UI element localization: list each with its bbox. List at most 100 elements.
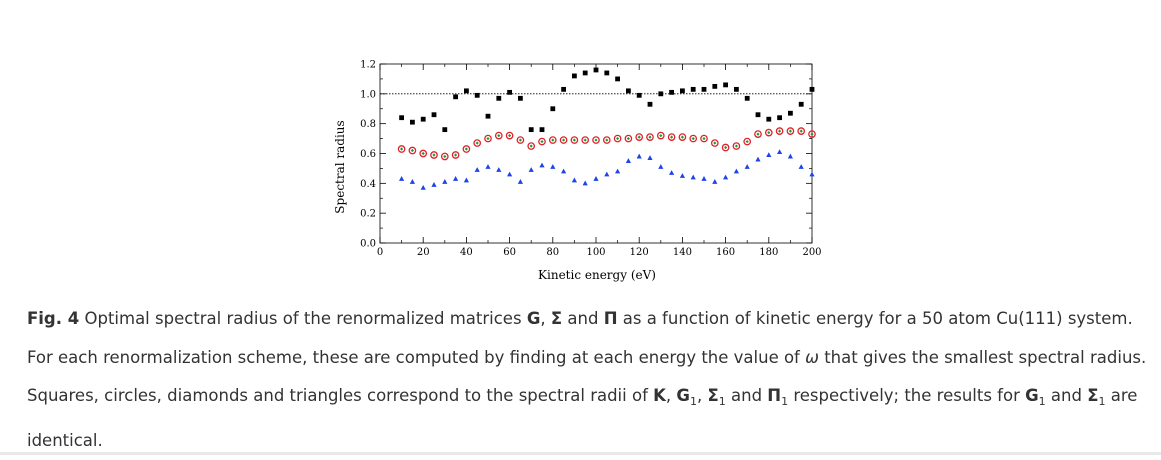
circle-marker — [494, 131, 503, 140]
triangle-marker — [399, 176, 405, 181]
triangle-marker — [539, 162, 545, 168]
caption-symbol-pi1: Π — [767, 386, 782, 405]
square-marker — [528, 127, 534, 133]
caption-text: and — [1045, 386, 1088, 405]
circle-marker — [419, 149, 428, 158]
triangle-marker — [658, 164, 664, 169]
triangle-marker — [507, 171, 513, 177]
x-tick-label: 80 — [546, 247, 559, 258]
x-tick-label: 60 — [503, 247, 516, 258]
y-tick-label: 0.6 — [360, 149, 376, 160]
diamond-marker — [583, 138, 587, 142]
circle-marker — [440, 152, 449, 161]
square-marker — [474, 92, 480, 98]
square-marker — [496, 95, 502, 101]
circle-marker — [656, 131, 665, 140]
circle-marker — [689, 134, 698, 143]
square-marker — [485, 113, 491, 119]
diamond-marker — [659, 134, 663, 138]
x-tick-label: 140 — [673, 247, 692, 258]
circle-marker — [786, 127, 795, 135]
x-tick-label: 120 — [630, 247, 649, 258]
triangle-marker — [755, 156, 761, 162]
circle-marker — [635, 133, 644, 141]
circle-marker — [592, 136, 600, 144]
square-marker — [690, 86, 696, 92]
circle-marker — [505, 131, 514, 140]
caption-subscript: 1 — [1098, 395, 1106, 408]
square-marker — [647, 101, 653, 107]
triangle-marker — [593, 176, 599, 181]
square-marker — [636, 92, 642, 98]
caption-symbol-sigma: Σ — [550, 309, 563, 328]
diamond-marker — [443, 154, 447, 159]
diamond-marker — [648, 135, 652, 139]
diamond-marker — [778, 129, 782, 133]
caption-symbol-pi: Π — [603, 309, 618, 328]
square-marker — [550, 106, 556, 112]
circle-marker — [602, 136, 611, 144]
caption-subscript: 1 — [689, 395, 697, 408]
caption-text: that gives the smallest spectral radius.… — [27, 347, 1147, 406]
caption-text: and — [562, 309, 604, 328]
diamond-marker — [572, 138, 576, 142]
circle-marker — [516, 136, 525, 144]
square-marker — [442, 127, 448, 133]
triangle-marker — [571, 177, 577, 183]
square-marker — [680, 88, 685, 94]
square-marker — [572, 73, 577, 79]
triangle-marker — [615, 168, 621, 174]
diamond-marker — [810, 132, 814, 136]
circle-marker — [397, 145, 406, 153]
diamond-marker — [551, 138, 555, 142]
caption-text: , — [696, 386, 708, 405]
square-marker — [582, 70, 588, 76]
circle-marker — [548, 136, 557, 144]
square-marker — [658, 91, 664, 97]
caption-text: are identical. — [27, 386, 1138, 450]
diamond-marker — [734, 144, 738, 148]
triangle-marker — [636, 153, 642, 159]
x-tick-label: 200 — [802, 247, 821, 258]
triangle-marker — [474, 167, 480, 172]
diamond-marker — [637, 135, 641, 139]
circle-marker — [732, 142, 741, 150]
square-marker — [777, 115, 782, 121]
caption-text: respectively; the results for — [788, 386, 1026, 405]
circle-marker — [613, 134, 622, 143]
caption-symbol-g1: G — [1025, 386, 1039, 405]
caption-subscript: 1 — [781, 395, 789, 408]
triangle-marker — [766, 152, 772, 157]
divider — [0, 452, 1161, 455]
caption-text: and — [725, 386, 768, 405]
y-axis-label: Spectral radius — [333, 120, 347, 213]
caption-subscript: 1 — [1038, 395, 1046, 408]
caption-subscript: 1 — [718, 395, 726, 408]
diamond-marker — [540, 139, 544, 144]
square-marker — [604, 70, 610, 76]
x-tick-label: 180 — [759, 247, 778, 258]
diamond-marker — [691, 136, 695, 141]
x-tick-label: 40 — [460, 247, 473, 258]
square-marker — [561, 86, 566, 92]
triangle-marker — [420, 185, 426, 190]
diamond-marker — [475, 141, 479, 145]
y-tick-label: 1.0 — [360, 89, 376, 100]
circle-marker — [710, 139, 719, 147]
diamond-marker — [486, 136, 490, 141]
triangle-marker — [517, 179, 523, 184]
diamond-marker — [562, 138, 566, 142]
triangle-marker — [496, 167, 502, 172]
square-marker — [669, 89, 674, 95]
square-marker — [626, 88, 631, 94]
square-marker — [755, 112, 761, 118]
y-tick-label: 0.0 — [360, 239, 376, 250]
circle-marker — [797, 127, 806, 135]
triangle-marker — [723, 174, 729, 180]
diamond-marker — [756, 132, 760, 136]
square-marker — [453, 94, 458, 100]
square-marker — [701, 86, 707, 92]
square-marker — [798, 101, 804, 107]
triangle-marker — [798, 164, 804, 169]
triangle-marker — [809, 171, 815, 177]
